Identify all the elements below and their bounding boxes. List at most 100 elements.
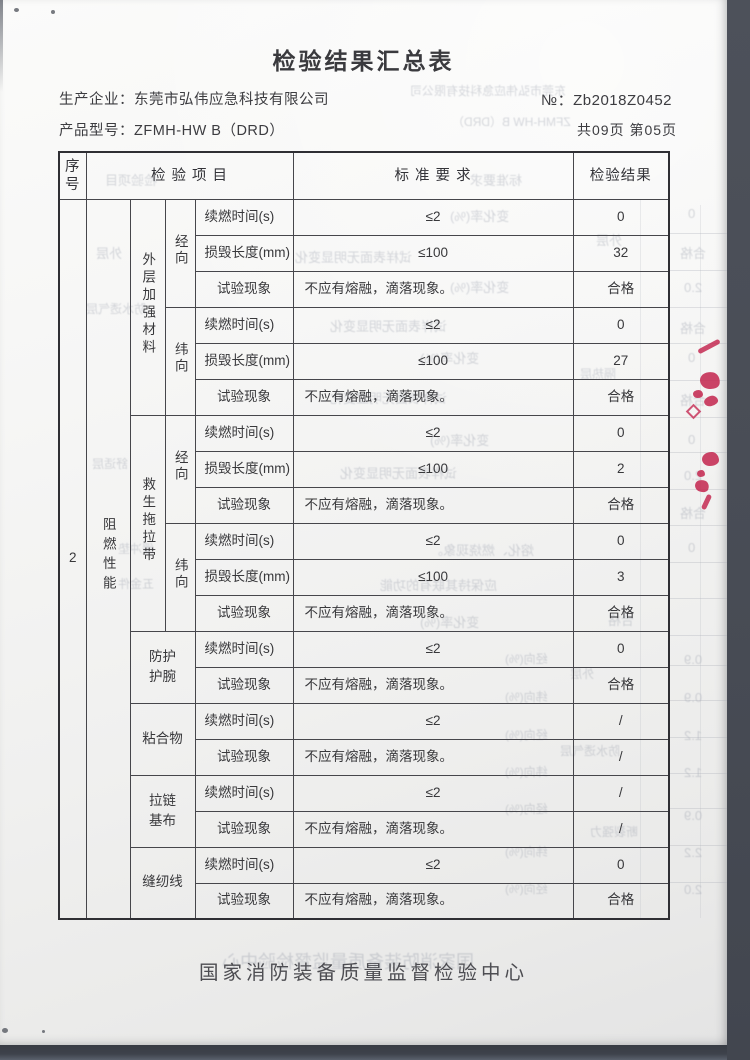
bleedthrough-gridline	[668, 773, 727, 774]
header-item: 检 验 项 目	[85, 151, 294, 200]
bleedthrough-text: 合格	[680, 321, 707, 336]
model-value: ZFMH-HW B（DRD）	[134, 123, 285, 139]
report-no-label: №：	[541, 92, 574, 109]
test-name-cell: 续燃时间(s)	[194, 414, 294, 452]
standard-cell: 不应有熔融，滴落现象。	[292, 486, 574, 524]
table-row: 试验现象 不应有熔融，滴落现象。 合格	[59, 882, 670, 920]
result-cell: 0	[572, 630, 670, 668]
result-cell: 合格	[572, 666, 670, 704]
result-cell: 0	[572, 522, 670, 560]
standard-cell: ≤100	[292, 234, 574, 272]
seq-cell: 2	[58, 198, 87, 920]
material-cell: 缝纫线	[129, 846, 196, 920]
result-cell: 合格	[572, 594, 670, 632]
material-cell: 防护护腕	[129, 630, 196, 704]
direction-cell: 经向	[164, 414, 196, 524]
result-cell: 0	[572, 306, 670, 344]
scan-speck	[14, 8, 19, 12]
table-row: 救生拖拉带 经向 续燃时间(s) ≤2 0	[59, 414, 670, 632]
bleedthrough-text: 合格	[680, 246, 707, 261]
bleedthrough-gridline	[668, 452, 727, 453]
scan-speck	[42, 1030, 45, 1033]
bleedthrough-text: 合格	[680, 506, 707, 521]
material-cell: 拉链基布	[129, 774, 196, 848]
table-row: 试验现象 不应有熔融，滴落现象。 合格	[59, 594, 670, 632]
bleedthrough-text: 合格	[680, 393, 707, 408]
result-cell: /	[572, 702, 670, 740]
group-cell: 阻燃性能	[85, 198, 131, 920]
table-row: 试验现象 不应有熔融，滴落现象。 合格	[59, 666, 670, 704]
standard-cell: ≤2	[292, 774, 574, 812]
table-row: 试验现象 不应有熔融，滴落现象。 合格	[59, 378, 670, 416]
table-row: 缝纫线 续燃时间(s) ≤2 0	[59, 846, 670, 920]
standard-cell: ≤2	[292, 630, 574, 668]
result-cell: 合格	[572, 270, 670, 308]
model-field: 产品型号：ZFMH-HW B（DRD）	[59, 119, 284, 140]
result-cell: /	[572, 810, 670, 848]
test-name-cell: 损毁长度(mm)	[194, 342, 294, 380]
material-label: 防护护腕	[149, 648, 176, 684]
bleedthrough-gridline	[668, 598, 727, 599]
test-name-cell: 试验现象	[194, 270, 294, 308]
bleedthrough-text: 0.9	[684, 690, 703, 705]
test-name-cell: 续燃时间(s)	[194, 846, 294, 884]
scan-speck	[2, 1028, 8, 1033]
model-label: 产品型号：	[59, 123, 134, 139]
manufacturer-value: 东莞市弘伟应急科技有限公司	[134, 92, 329, 108]
seal-fragment	[702, 394, 720, 408]
test-name-cell: 试验现象	[194, 882, 294, 920]
test-name-cell: 损毁长度(mm)	[194, 234, 294, 272]
header-result: 检验结果	[572, 151, 670, 200]
result-cell: 32	[572, 234, 670, 272]
bleedthrough-text: 0	[688, 540, 696, 555]
bleedthrough-text: 2.2	[684, 845, 703, 860]
seal-fragment	[698, 370, 722, 391]
bleedthrough-gridline	[668, 845, 727, 846]
page-number-info: 共09页 第05页	[577, 122, 678, 138]
standard-cell: 不应有熔融，滴落现象。	[292, 810, 574, 848]
test-name-cell: 续燃时间(s)	[194, 306, 294, 344]
result-cell: 3	[572, 558, 670, 596]
scan-speck	[51, 10, 55, 14]
standard-cell: 不应有熔融，滴落现象。	[292, 738, 574, 776]
table-row: 拉链基布 续燃时间(s) ≤2 /	[59, 774, 670, 848]
header-standard: 标 准 要 求	[292, 151, 574, 200]
bleedthrough-text: 1.2	[684, 728, 703, 743]
table-row: 试验现象 不应有熔融，滴落现象。 /	[59, 810, 670, 848]
bleedthrough-text: 0.9	[684, 808, 703, 823]
test-name-cell: 损毁长度(mm)	[194, 450, 294, 488]
group-label: 阻燃性能	[100, 517, 116, 596]
result-cell: 合格	[572, 486, 670, 524]
standard-cell: ≤100	[292, 342, 574, 380]
direction-label: 经向	[172, 234, 188, 268]
test-name-cell: 试验现象	[194, 666, 294, 704]
bleedthrough-gridline	[668, 233, 727, 234]
bleedthrough-gridline	[668, 489, 727, 490]
result-cell: 0	[572, 198, 670, 236]
result-cell: 合格	[572, 378, 670, 416]
direction-cell: 纬向	[164, 306, 196, 416]
standard-cell: ≤100	[292, 450, 574, 488]
seal-fragment	[700, 493, 713, 511]
seal-fragment	[685, 403, 702, 420]
table-row: 防护护腕 续燃时间(s) ≤2 0	[59, 630, 670, 704]
standard-cell: ≤2	[292, 702, 574, 740]
result-cell: /	[572, 738, 670, 776]
table-row: 损毁长度(mm) ≤100 3	[59, 558, 670, 596]
result-cell: 27	[572, 342, 670, 380]
result-cell: 0	[572, 414, 670, 452]
result-cell: 2	[572, 450, 670, 488]
direction-label: 纬向	[172, 558, 188, 592]
results-table: 序号 检 验 项 目 标 准 要 求 检验结果 2 阻燃性能 外层加强材料 经向…	[58, 151, 671, 920]
paper-page: 东莞市弘伟应急科技有限公司 ZFMH-HW B（DRD） 检验项目 标准要求 变化率(%…	[0, 0, 727, 1046]
bleedthrough-gridline	[668, 417, 727, 418]
test-name-cell: 续燃时间(s)	[194, 522, 294, 560]
bleedthrough-gridline	[668, 737, 727, 738]
standard-cell: ≤2	[292, 198, 574, 236]
scanner-background-right	[727, 0, 750, 1060]
seq-value: 2	[68, 550, 77, 566]
bleedthrough-gridline	[668, 525, 727, 526]
bleedthrough-gridline	[668, 665, 727, 666]
test-name-cell: 试验现象	[194, 594, 294, 632]
